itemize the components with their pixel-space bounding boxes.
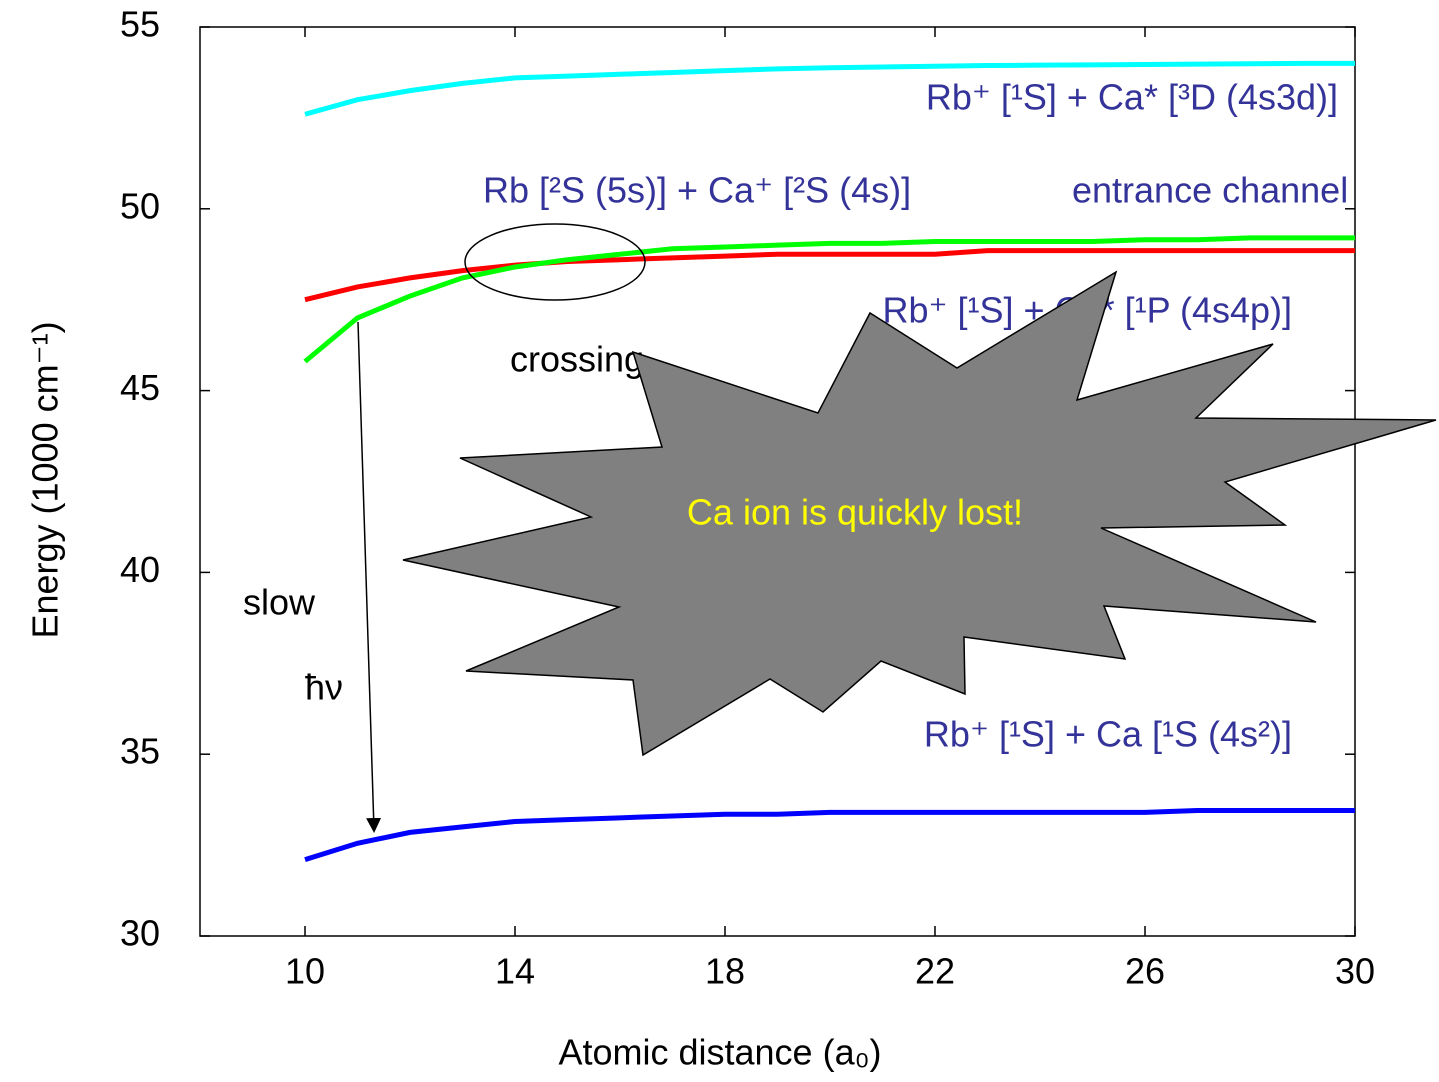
y-tick-label: 50	[120, 185, 160, 226]
transition-arrow	[357, 321, 382, 833]
plot-frame	[199, 26, 1356, 937]
y-tick-label: 55	[120, 4, 160, 45]
y-tick-label: 40	[120, 549, 160, 590]
annotation: slow	[243, 582, 316, 623]
series-line	[304, 60, 1355, 117]
annotation: ħν	[305, 667, 343, 708]
series-label: Rb⁺ [¹S] + Ca* [³D (4s3d)]	[926, 77, 1338, 118]
annotation: crossing	[510, 339, 644, 380]
annotation: Ca ion is quickly lost!	[687, 492, 1023, 533]
x-tick-label: 26	[1125, 951, 1165, 992]
series-label: Rb [²S (5s)] + Ca⁺ [²S (4s)]	[483, 170, 911, 211]
x-tick-label: 14	[495, 951, 535, 992]
x-axis-label: Atomic distance (a₀)	[558, 1032, 881, 1073]
x-tick-label: 10	[285, 951, 325, 992]
series-label: Rb⁺ [¹S] + Ca [¹S (4s²)]	[924, 714, 1292, 755]
y-axis-label: Energy (1000 cm⁻¹)	[25, 321, 66, 638]
x-tick-label: 22	[915, 951, 955, 992]
starburst	[402, 270, 1437, 757]
series-line	[303, 235, 1355, 364]
annotation: entrance channel	[1072, 170, 1348, 211]
crossing-ellipse	[464, 223, 646, 301]
x-tick-label: 18	[705, 951, 745, 992]
series-line	[304, 248, 1355, 303]
y-tick-label: 45	[120, 367, 160, 408]
y-tick-label: 30	[120, 913, 160, 954]
series-line	[304, 808, 1355, 863]
y-tick-label: 35	[120, 731, 160, 772]
x-tick-label: 30	[1335, 951, 1375, 992]
